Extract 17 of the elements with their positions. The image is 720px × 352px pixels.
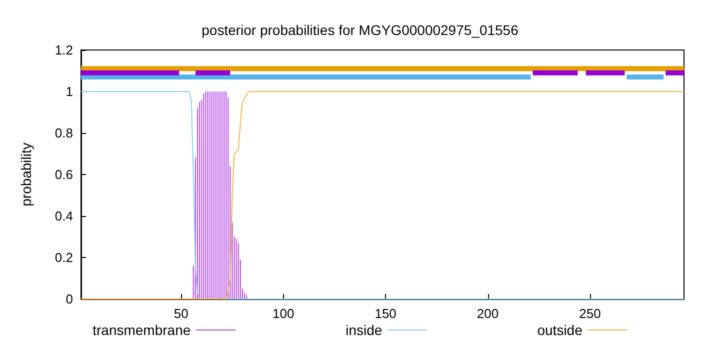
x-tick-label: 150 [374,306,396,321]
y-tick-label: 0.8 [54,126,73,140]
y-tick-label: 0.6 [54,167,73,182]
chart-title: posterior probabilities for MGYG000002975_01556 [202,22,519,38]
x-tick-label: 200 [476,306,499,321]
y-axis-title: probability [18,142,34,206]
x-tick-label: 250 [579,306,601,321]
y-tick-label: 0.4 [54,208,73,224]
legend-label: outside [537,322,583,338]
x-tick-label: 100 [272,306,294,321]
y-tick-label: 1 [66,84,73,99]
x-tick-label: 50 [174,306,188,321]
y-tick-label: 1.2 [54,42,73,58]
legend-label: inside [346,322,382,338]
y-tick-label: 0 [66,292,73,306]
y-tick-label: 0.2 [54,250,73,265]
legend-label: transmembrane [92,322,191,338]
